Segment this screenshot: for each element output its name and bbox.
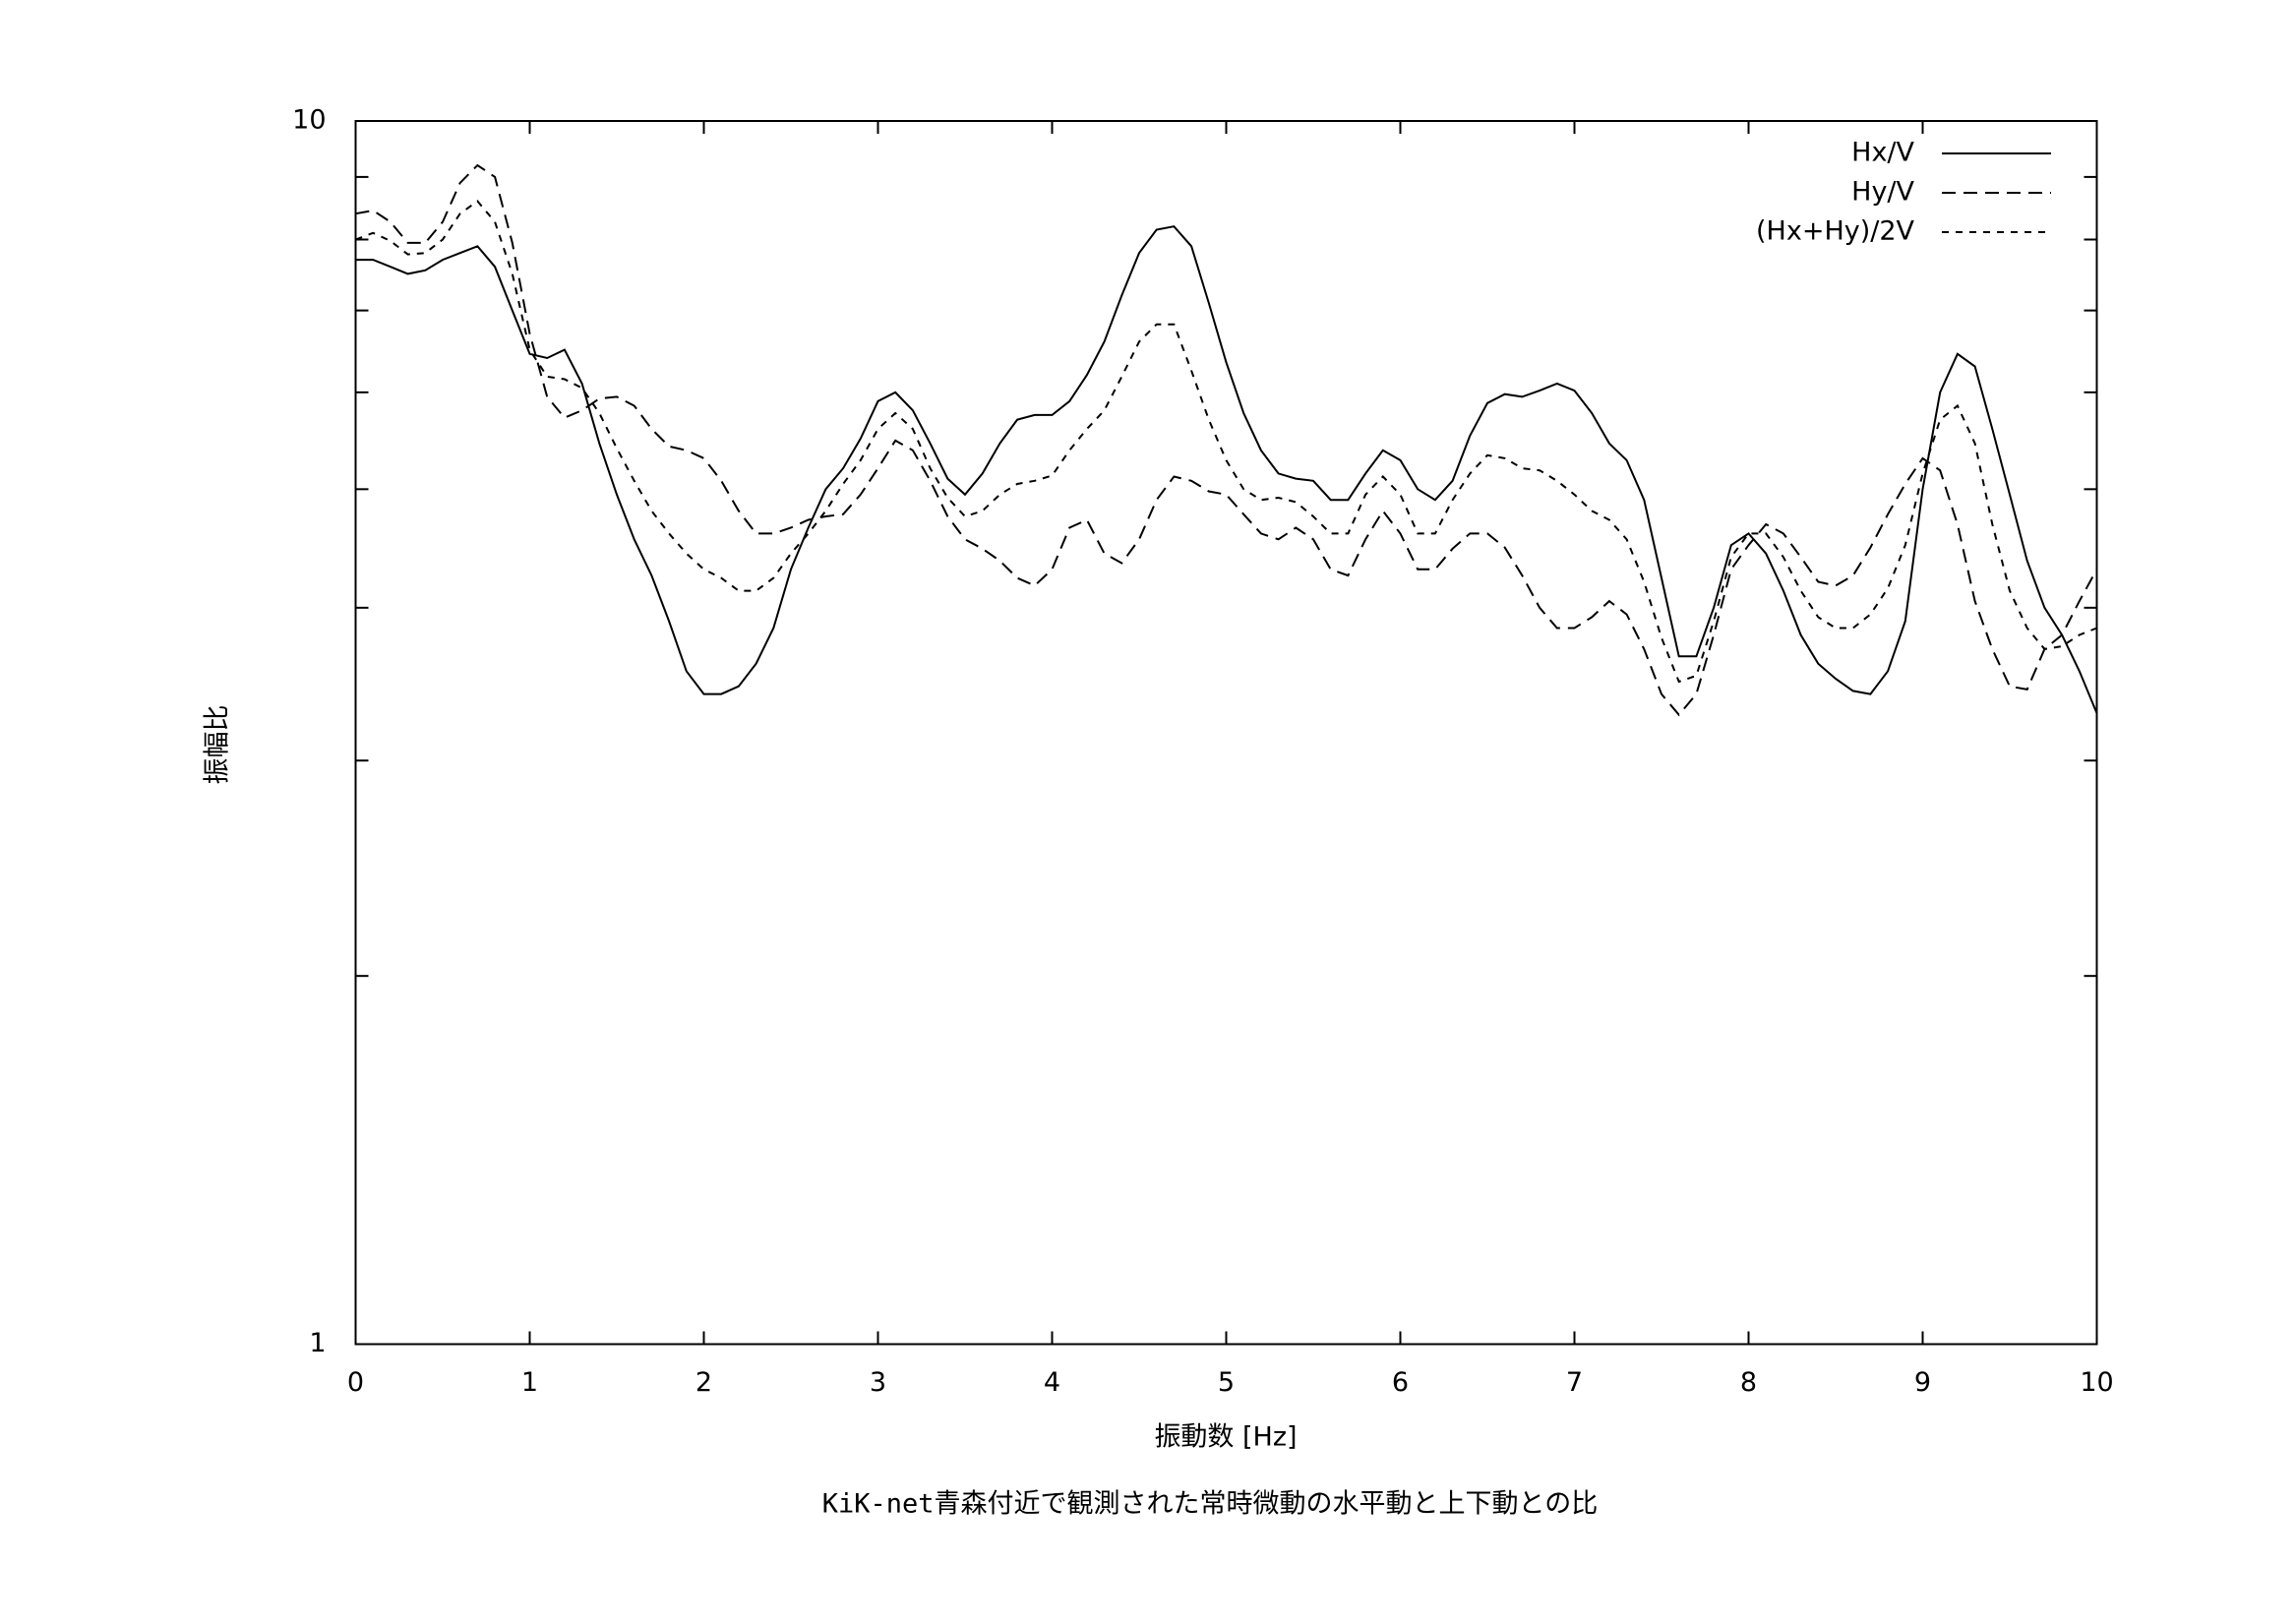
- y-tick-label: 10: [292, 105, 326, 136]
- x-tick-label: 5: [1218, 1367, 1235, 1398]
- x-tick-label: 8: [1740, 1367, 1757, 1398]
- x-tick-label: 4: [1044, 1367, 1060, 1398]
- series-line: [355, 200, 2097, 684]
- chart-title: KiK-net青森付近で観測された常時微動の水平動と上下動との比: [822, 1489, 1599, 1520]
- plot-frame: [354, 120, 2098, 1346]
- series-line: [355, 163, 2098, 717]
- x-tick-label: 10: [2080, 1367, 2113, 1398]
- x-tick-label: 1: [521, 1367, 538, 1398]
- legend-label: (Hx+Hy)/2V: [1756, 216, 1915, 247]
- x-tick-label: 9: [1914, 1367, 1931, 1398]
- legend-label: Hy/V: [1851, 177, 1914, 208]
- series-line: [355, 225, 2098, 714]
- y-axis-label: 振幅比: [203, 705, 233, 785]
- x-tick-label: 6: [1392, 1367, 1409, 1398]
- x-tick-label: 7: [1566, 1367, 1583, 1398]
- x-axis-label: 振動数 [Hz]: [1154, 1422, 1297, 1453]
- legend-label: Hx/V: [1851, 138, 1914, 168]
- x-tick-label: 3: [870, 1367, 886, 1398]
- y-tick-label: 1: [309, 1328, 326, 1358]
- x-tick-label: 2: [695, 1367, 712, 1398]
- x-tick-label: 0: [347, 1367, 364, 1398]
